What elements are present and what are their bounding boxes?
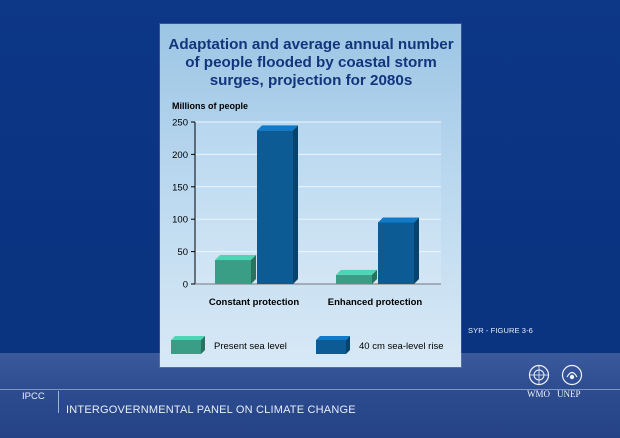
y-tick-label-0: 0 xyxy=(183,280,188,291)
y-tick-label-200: 200 xyxy=(172,150,188,161)
legend-swatch-side xyxy=(201,336,205,354)
y-tick-label-100: 100 xyxy=(172,215,188,226)
bar-side xyxy=(251,255,256,284)
legend-label-0: Present sea level xyxy=(214,341,287,352)
bar-sea-level-rise-enhanced xyxy=(378,217,419,284)
bar-side xyxy=(293,125,298,284)
figure-source-label: SYR - FIGURE 3-6 xyxy=(468,326,533,335)
category-label-0: Constant protection xyxy=(209,297,299,308)
bar-front xyxy=(378,222,414,284)
chart-title-line-3: surges, projection for 2080s xyxy=(209,72,413,89)
chart-title-line-2: of people flooded by coastal storm xyxy=(185,54,437,71)
ipcc-full-name: INTERGOVERNMENTAL PANEL ON CLIMATE CHANG… xyxy=(66,404,356,416)
footer-band xyxy=(0,353,620,438)
legend-swatch-top xyxy=(171,336,205,340)
wmo-logo xyxy=(528,364,550,386)
bar-front xyxy=(215,260,251,284)
chart-title-line-1: Adaptation and average annual number xyxy=(168,36,454,53)
y-tick-label-150: 150 xyxy=(172,182,188,193)
wmo-caption: WMO xyxy=(527,389,550,399)
bar-present-enhanced xyxy=(336,269,377,284)
bar-side xyxy=(372,269,377,284)
category-label-1: Enhanced protection xyxy=(328,297,423,308)
bar-side xyxy=(414,217,419,284)
y-tick-label-50: 50 xyxy=(177,247,188,258)
unep-logo xyxy=(561,364,583,386)
legend-swatch xyxy=(171,340,201,354)
bar-front xyxy=(257,130,293,284)
legend-swatch-side xyxy=(346,336,350,354)
legend-item-0: Present sea level xyxy=(171,336,287,354)
bar-front xyxy=(336,274,372,284)
legend-item-1: 40 cm sea-level rise xyxy=(316,336,443,354)
ipcc-abbreviation: IPCC xyxy=(22,391,45,402)
footer-bracket xyxy=(58,391,59,413)
bar-top xyxy=(215,255,256,261)
chart-title: Adaptation and average annual number of … xyxy=(166,36,456,90)
y-tick-label-250: 250 xyxy=(172,118,188,129)
legend-swatch xyxy=(316,340,346,354)
footer-divider xyxy=(0,389,620,390)
bar-top xyxy=(378,217,419,223)
y-axis-label: Millions of people xyxy=(172,101,248,111)
bar-sea-level-rise-constant xyxy=(257,125,298,284)
legend-label-1: 40 cm sea-level rise xyxy=(359,341,443,352)
bar-top xyxy=(336,269,377,275)
unep-caption: UNEP xyxy=(557,389,581,399)
bar-top xyxy=(257,125,298,131)
bar-present-constant xyxy=(215,255,256,284)
legend-swatch-top xyxy=(316,336,350,340)
